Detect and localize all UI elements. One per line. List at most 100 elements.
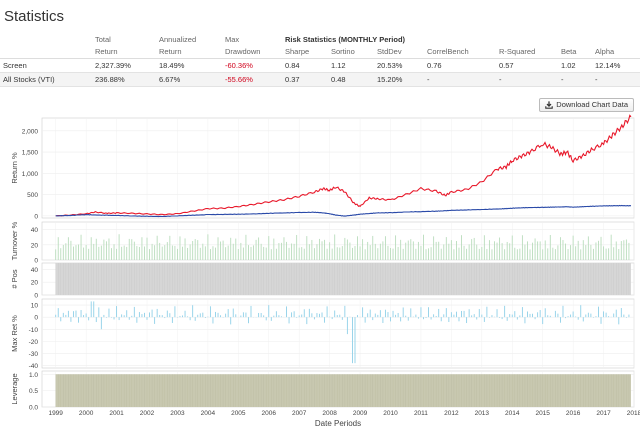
maxret-bar	[557, 313, 559, 318]
maxret-bar	[164, 317, 166, 319]
maxret-bar	[344, 305, 346, 318]
maxret-bar	[209, 306, 211, 318]
turnover-bar	[75, 245, 77, 260]
turnover-bar	[549, 234, 551, 260]
turnover-bar	[397, 246, 399, 260]
turnover-bar	[265, 247, 267, 260]
turnover-bar	[154, 245, 156, 260]
turnover-bar	[83, 247, 85, 260]
turnover-bar	[293, 243, 295, 260]
maxret-bar	[501, 317, 503, 320]
maxret-bar	[217, 312, 219, 318]
turnover-bar	[582, 240, 584, 260]
turnover-bar	[501, 243, 503, 260]
turnover-bar	[103, 239, 105, 260]
download-chart-data-button[interactable]: Download Chart Data	[539, 98, 634, 112]
turnover-bar	[169, 235, 171, 260]
y-tick-label: 0	[34, 315, 38, 322]
turnover-bar	[133, 241, 135, 260]
maxret-bar	[417, 317, 419, 319]
turnover-bar	[377, 248, 379, 260]
turnover-bar	[67, 237, 69, 260]
table-cell: -55.66%	[222, 72, 282, 87]
turnover-bar	[625, 239, 627, 260]
turnover-bar	[615, 241, 617, 260]
x-tick-label: 2008	[322, 410, 337, 417]
maxret-bar	[57, 308, 59, 318]
maxret-bar	[174, 306, 176, 318]
maxret-bar	[113, 317, 115, 320]
turnover-bar	[95, 238, 97, 260]
turnover-bar	[412, 241, 414, 260]
turnover-bar	[126, 246, 128, 260]
page-title: Statistics	[4, 8, 65, 25]
y-axis-label: Return %	[10, 152, 19, 184]
maxret-bar	[316, 313, 318, 318]
turnover-bar	[374, 243, 376, 260]
maxret-bar	[60, 317, 62, 322]
maxret-bar	[324, 317, 326, 323]
turnover-bar	[222, 240, 224, 260]
turnover-bar	[559, 237, 561, 260]
turnover-bar	[600, 236, 602, 260]
table-header-bottom: Return Return Drawdown Sharpe Sortino St…	[0, 45, 640, 59]
y-tick-label: -10	[29, 327, 39, 334]
turnover-bar	[306, 236, 308, 260]
turnover-bar	[562, 240, 564, 260]
table-row: Screen 2,327.39% 18.49% -60.36% 0.84 1.1…	[0, 58, 640, 73]
maxret-bar	[161, 315, 163, 318]
maxret-bar	[450, 312, 452, 318]
row-name: Screen	[0, 58, 92, 73]
turnover-bar	[280, 242, 282, 260]
maxret-bar	[85, 313, 87, 318]
turnover-bar	[73, 246, 74, 260]
turnover-bar	[166, 242, 168, 260]
y-tick-label: 1.0	[29, 372, 38, 379]
maxret-bar	[73, 311, 74, 318]
y-tick-label: -30	[29, 351, 39, 358]
turnover-bar	[207, 234, 209, 260]
turnover-bar	[504, 249, 506, 260]
maxret-bar	[433, 314, 435, 318]
turnover-bar	[552, 247, 554, 260]
maxret-bar	[184, 310, 186, 318]
maxret-bar	[346, 317, 348, 335]
maxret-bar	[105, 317, 107, 318]
turnover-bar	[240, 242, 242, 260]
y-axis-label: # Pos	[10, 269, 19, 288]
turnover-bar	[519, 248, 521, 260]
turnover-bar	[273, 238, 275, 260]
turnover-bar	[217, 237, 219, 260]
maxret-bar	[445, 308, 447, 318]
turnover-bar	[476, 244, 478, 260]
turnover-bar	[382, 241, 384, 260]
turnover-bar	[463, 245, 465, 260]
maxret-bar	[154, 317, 156, 324]
maxret-bar	[595, 316, 597, 318]
turnover-bar	[194, 239, 196, 260]
y-axis-label: Leverage	[10, 373, 19, 404]
turnover-bar	[189, 244, 191, 260]
maxret-bar	[585, 314, 587, 318]
turnover-bar	[585, 245, 587, 260]
maxret-bar	[580, 305, 582, 318]
maxret-bar	[197, 314, 199, 318]
turnover-bar	[346, 239, 348, 260]
turnover-bar	[516, 249, 518, 260]
maxret-bar	[141, 314, 143, 318]
turnover-bar	[250, 246, 252, 260]
turnover-bar	[577, 240, 579, 260]
maxret-bar	[306, 317, 308, 325]
maxret-bar	[179, 315, 181, 318]
y-tick-label: 40	[31, 267, 39, 274]
maxret-bar	[506, 317, 508, 321]
turnover-bar	[326, 248, 328, 260]
header-cell: Max	[225, 34, 240, 44]
maxret-bar	[425, 317, 427, 319]
turnover-bar	[255, 239, 257, 260]
turnover-bar	[156, 235, 158, 260]
maxret-bar	[260, 312, 262, 318]
table-cell: 2,327.39%	[92, 58, 156, 73]
maxret-bar	[301, 314, 303, 318]
y-tick-label: 0.0	[29, 405, 38, 412]
